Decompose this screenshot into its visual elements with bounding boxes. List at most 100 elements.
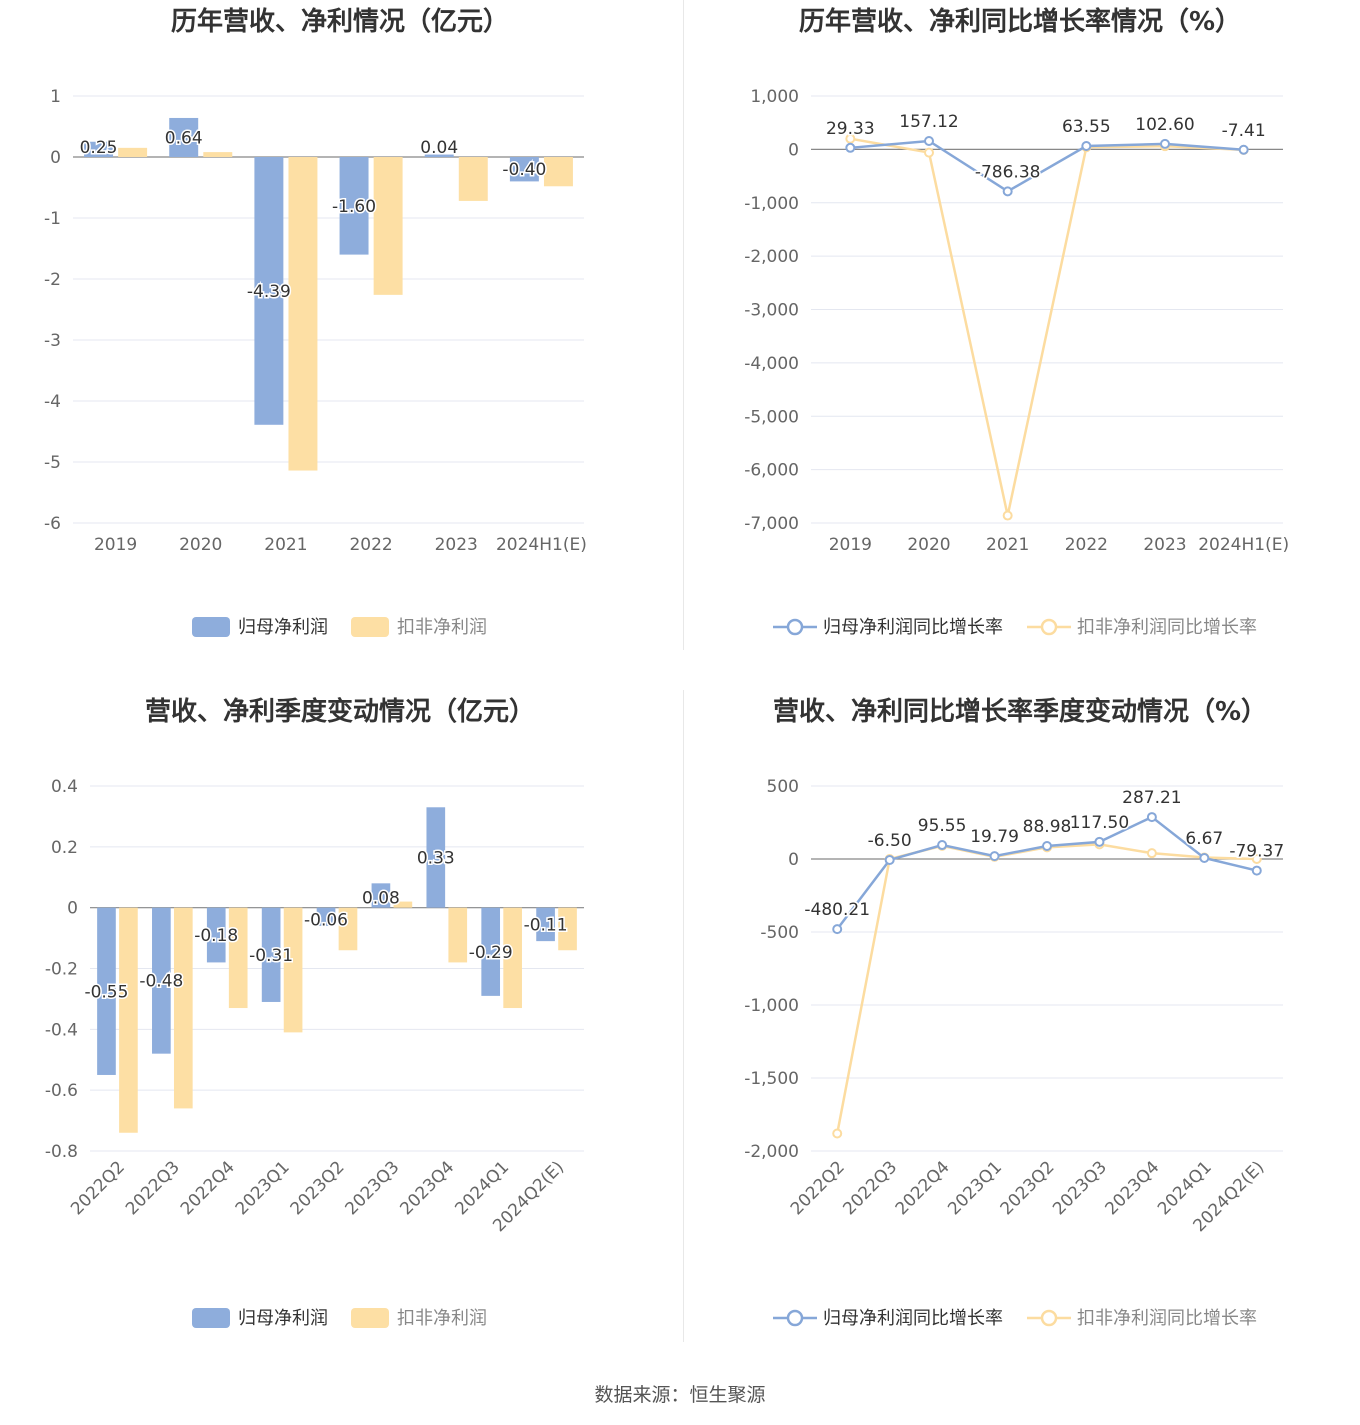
x-tick-label: 2023 xyxy=(1143,535,1186,555)
quarterly-growth-panel: 营收、净利同比增长率季度变动情况（%） 500 0 -500 -1,000 -1,500 -… xyxy=(680,690,1360,1380)
data-label: 88.98 xyxy=(1023,817,1072,837)
line-point xyxy=(1251,854,1262,864)
quarterly-growth-chart: 营收、净利同比增长率季度变动情况（%） 500 0 -500 -1,000 -1,500 -… xyxy=(744,696,1285,1329)
line-point xyxy=(989,851,1000,862)
y-tick-label: -0.2 xyxy=(45,960,78,980)
line-point xyxy=(845,133,856,144)
bar-parent-net-profit xyxy=(339,157,369,255)
legend-swatch-marker xyxy=(786,618,804,636)
y-tick-label: -4 xyxy=(44,392,61,412)
y-tick-label: -0.4 xyxy=(45,1020,78,1040)
data-label: -480.21 xyxy=(804,900,870,920)
data-label: -79.37 xyxy=(1229,842,1284,862)
line-point xyxy=(832,1128,843,1139)
x-tick-label: 2023Q1 xyxy=(944,1157,1006,1219)
legend-label: 扣非净利润同比增长率 xyxy=(1077,1308,1257,1329)
chart-title: 历年营收、净利同比增长率情况（%） xyxy=(799,6,1241,37)
annual-growth-chart: 历年营收、净利同比增长率情况（%） 1,000 0 -1,000 -2,000 -3,00… xyxy=(744,6,1289,638)
legend-swatch-marker xyxy=(786,1309,804,1327)
y-tick-label: -5,000 xyxy=(744,407,799,427)
line-deducted-net-profit-growth xyxy=(850,137,1244,516)
legend-label: 归母净利润 xyxy=(238,617,328,638)
bar-deducted-net-profit xyxy=(118,147,148,157)
bar-parent-net-profit xyxy=(509,157,539,182)
bar-parent-net-profit xyxy=(316,907,336,926)
line-point xyxy=(884,854,895,865)
data-label: 157.12 xyxy=(899,112,958,132)
y-tick-label: -6 xyxy=(44,514,61,534)
y-tick-label: 0.2 xyxy=(51,838,78,858)
legend-label: 扣非净利润同比增长率 xyxy=(1077,617,1257,638)
line-point xyxy=(845,142,856,153)
legend-label: 归母净利润同比增长率 xyxy=(823,1308,1003,1329)
x-tick-label: 2020 xyxy=(907,535,950,555)
line-parent-net-profit-growth xyxy=(850,139,1244,193)
y-tick-label: 500 xyxy=(767,777,799,797)
data-label: -0.29 xyxy=(469,943,513,963)
y-tick-label: -2 xyxy=(44,270,61,290)
y-tick-label: -2,000 xyxy=(744,247,799,267)
bar-parent-net-profit xyxy=(426,807,446,908)
data-label: 0.25 xyxy=(80,138,118,158)
bar-deducted-net-profit xyxy=(448,907,468,963)
chart-title: 营收、净利季度变动情况（亿元） xyxy=(145,696,535,727)
bar-deducted-net-profit xyxy=(203,152,233,157)
x-tick-label: 2023Q4 xyxy=(396,1157,458,1219)
data-label: 29.33 xyxy=(826,119,875,139)
annual-profit-panel: 历年营收、净利情况（亿元） 1 0 -1 -2 -3 -4 -5 -6 2019 2020 2021 2… xyxy=(0,0,680,690)
divider-top xyxy=(683,0,684,650)
legend-label: 归母净利润同比增长率 xyxy=(823,617,1003,638)
annual-profit-chart: 历年营收、净利情况（亿元） 1 0 -1 -2 -3 -4 -5 -6 2019 2020 2021 2… xyxy=(44,6,587,638)
y-tick-label: -1,000 xyxy=(744,194,799,214)
chart-title: 历年营收、净利情况（亿元） xyxy=(171,6,509,37)
x-tick-label: 2021 xyxy=(264,535,307,555)
bar-parent-net-profit xyxy=(536,907,555,942)
line-point xyxy=(924,147,934,158)
x-tick-label: 2022Q4 xyxy=(892,1157,954,1219)
data-label: 0.33 xyxy=(417,848,455,868)
y-tick-label: -6,000 xyxy=(744,461,799,481)
bar-deducted-net-profit xyxy=(543,157,573,187)
legend-label: 归母净利润 xyxy=(238,1308,328,1329)
quarterly-profit-panel: 营收、净利季度变动情况（亿元） 0.4 0.2 0 -0.2 -0.4 -0.6 -0.8 20… xyxy=(0,690,680,1380)
data-label: -6.50 xyxy=(868,831,912,851)
data-label: 287.21 xyxy=(1122,788,1181,808)
legend-swatch-marker xyxy=(1040,1309,1058,1327)
data-label: -0.55 xyxy=(84,982,128,1002)
bar-deducted-net-profit xyxy=(173,907,193,1109)
x-tick-label: 2022 xyxy=(349,535,392,555)
bar-parent-net-profit xyxy=(84,141,114,157)
x-tick-label: 2023 xyxy=(435,535,478,555)
bar-deducted-net-profit xyxy=(283,907,303,1033)
data-label: -0.06 xyxy=(304,911,348,931)
x-tick-label: 2023Q2 xyxy=(997,1157,1059,1219)
y-tick-label: 0.4 xyxy=(51,777,78,797)
data-label: 0.64 xyxy=(165,128,203,148)
data-label: 6.67 xyxy=(1185,829,1223,849)
bar-parent-net-profit xyxy=(169,117,199,157)
bar-deducted-net-profit xyxy=(373,157,403,295)
quarterly-profit-chart: 营收、净利季度变动情况（亿元）0.40.20-0.2-0.4-0.6-0.820… xyxy=(45,696,584,1329)
y-tick-label: -1,500 xyxy=(744,1069,799,1089)
line-point xyxy=(1042,841,1052,852)
data-label: -0.48 xyxy=(139,972,183,992)
data-label: -1.60 xyxy=(332,197,376,217)
line-point xyxy=(1160,138,1170,149)
x-tick-label: 2020 xyxy=(179,535,222,555)
y-tick-label: -5 xyxy=(44,453,61,473)
x-tick-label: 2023Q1 xyxy=(232,1157,294,1219)
bar-deducted-net-profit xyxy=(393,901,413,908)
line-point xyxy=(1238,144,1249,155)
y-tick-label: -3,000 xyxy=(744,301,799,321)
data-label: 95.55 xyxy=(918,816,967,836)
x-tick-label: 2022 xyxy=(1065,535,1108,555)
legend-swatch xyxy=(192,617,230,637)
bar-parent-net-profit xyxy=(254,157,284,425)
legend-label: 扣非净利润 xyxy=(397,617,487,638)
y-tick-label: -2,000 xyxy=(744,1142,799,1162)
line-point xyxy=(1002,510,1013,521)
x-tick-label: 2022Q4 xyxy=(177,1157,239,1219)
legend-swatch xyxy=(192,1308,230,1328)
line-deducted-net-profit-growth xyxy=(835,843,1257,1134)
y-tick-label: -1 xyxy=(44,209,61,229)
